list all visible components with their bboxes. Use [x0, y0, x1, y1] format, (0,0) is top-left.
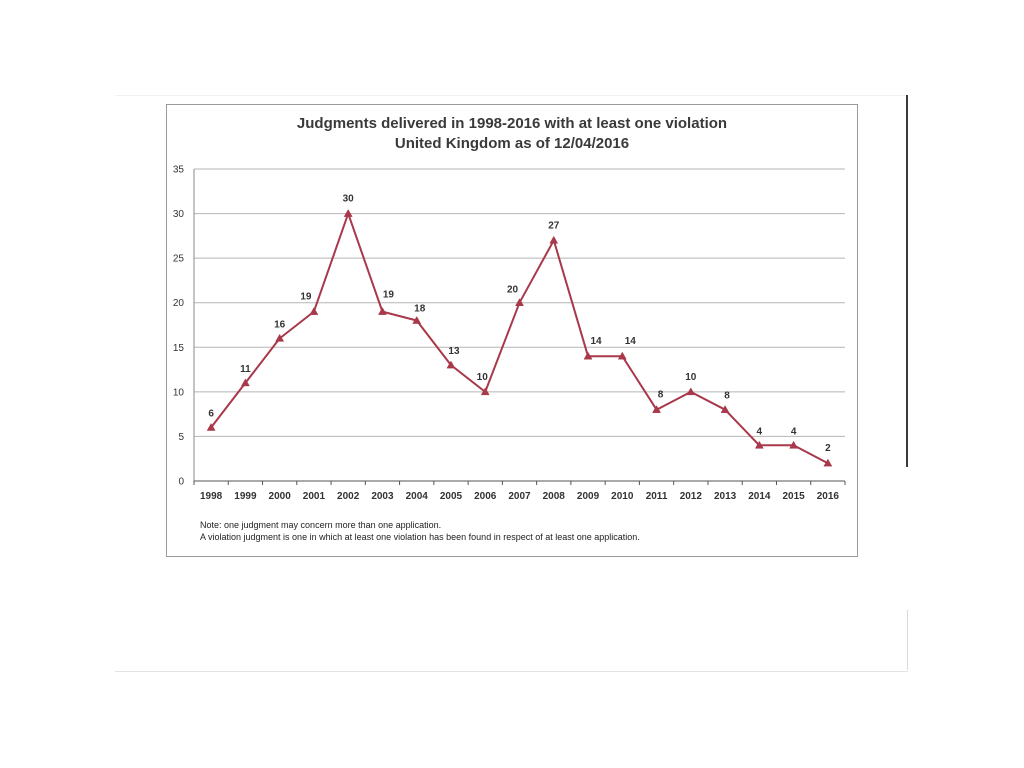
y-tick-label-30: 30	[173, 209, 185, 220]
y-tick-label-20: 20	[173, 298, 185, 309]
data-labels: 6 11 16 19 30 19 18 13 10 20 27 14 14 8 10 8 4 4 2	[208, 194, 831, 455]
data-label-2003: 19	[383, 290, 395, 301]
x-tick-label-2001: 2001	[303, 491, 326, 502]
point-2002	[343, 209, 353, 217]
point-2009	[583, 351, 593, 360]
y-tick-label-5: 5	[178, 432, 184, 443]
y-tick-labels: 0 5 10 15 20 25 30 35	[173, 165, 185, 488]
data-label-2007: 20	[507, 285, 519, 296]
point-2015	[789, 440, 799, 449]
page-edge-shadow	[906, 95, 908, 467]
point-2004	[412, 316, 422, 324]
x-tick-label-2009: 2009	[577, 491, 600, 502]
chart-subtitle: United Kingdom as of 12/04/2016	[394, 135, 630, 152]
point-2006	[480, 387, 490, 396]
data-label-2010: 14	[625, 336, 637, 347]
x-tick-label-2007: 2007	[508, 491, 531, 502]
x-tick-label-2003: 2003	[371, 491, 394, 502]
note-line-1: Note: one judgment may concern more than…	[200, 520, 442, 530]
x-tick-label-2013: 2013	[714, 491, 737, 502]
data-label-2000: 16	[274, 319, 286, 330]
data-label-2005: 13	[448, 346, 460, 357]
point-1999	[240, 378, 250, 387]
x-tick-label-2015: 2015	[782, 491, 805, 502]
x-tick-label-1999: 1999	[234, 491, 257, 502]
point-1998	[206, 423, 216, 431]
point-2008	[549, 235, 559, 244]
data-label-2012: 10	[685, 372, 697, 383]
data-label-2013: 8	[724, 391, 730, 402]
y-tick-label-10: 10	[173, 387, 185, 398]
data-label-1999: 11	[240, 364, 251, 375]
point-2011	[652, 405, 661, 413]
x-tick-label-2004: 2004	[406, 491, 429, 502]
gridlines	[194, 168, 845, 437]
data-label-2014: 4	[757, 426, 763, 437]
point-2000	[275, 333, 285, 342]
point-2016	[823, 458, 833, 467]
data-label-2016: 2	[825, 443, 831, 454]
point-2013	[720, 405, 730, 413]
x-tick-label-2016: 2016	[817, 491, 840, 502]
y-tick-label-0: 0	[178, 477, 184, 488]
axes	[193, 169, 846, 485]
data-label-2006: 10	[477, 372, 489, 383]
y-tick-label-35: 35	[173, 165, 185, 176]
x-tick-label-2002: 2002	[337, 491, 360, 502]
page-edge-shadow-lower	[907, 610, 908, 670]
x-tick-label-2000: 2000	[269, 491, 292, 502]
point-2010	[617, 351, 627, 360]
point-2007	[515, 298, 524, 306]
y-tick-label-15: 15	[173, 343, 185, 354]
series-line	[210, 212, 829, 465]
series	[206, 209, 833, 467]
x-tick-label-2008: 2008	[543, 491, 566, 502]
data-label-2008: 27	[548, 220, 560, 231]
y-tick-label-25: 25	[173, 254, 185, 265]
chart-title: Judgments delivered in 1998-2016 with at…	[296, 115, 728, 132]
data-label-2009: 14	[590, 336, 602, 347]
data-label-2015: 4	[791, 426, 797, 437]
x-tick-label-2005: 2005	[440, 491, 463, 502]
point-2003	[378, 307, 387, 315]
note-line-2: A violation judgment is one in which at …	[200, 532, 640, 542]
x-tick-label-2014: 2014	[748, 491, 771, 502]
x-tick-labels: 1998 1999 2000 2001 2002 2003 2004 2005 2006 2007…	[200, 491, 839, 502]
data-label-2011: 8	[658, 390, 664, 401]
point-2014	[754, 440, 764, 449]
point-2001	[309, 307, 319, 315]
x-tick-label-1998: 1998	[200, 491, 223, 502]
point-2012	[686, 387, 696, 396]
data-label-2004: 18	[414, 304, 426, 315]
data-label-2002: 30	[343, 194, 355, 205]
x-tick-label-2006: 2006	[474, 491, 497, 502]
point-2005	[446, 360, 456, 369]
data-label-1998: 6	[208, 409, 214, 420]
x-tick-label-2010: 2010	[611, 491, 634, 502]
x-tick-label-2011: 2011	[646, 491, 668, 502]
data-label-2001: 19	[300, 292, 312, 303]
x-tick-label-2012: 2012	[680, 491, 703, 502]
